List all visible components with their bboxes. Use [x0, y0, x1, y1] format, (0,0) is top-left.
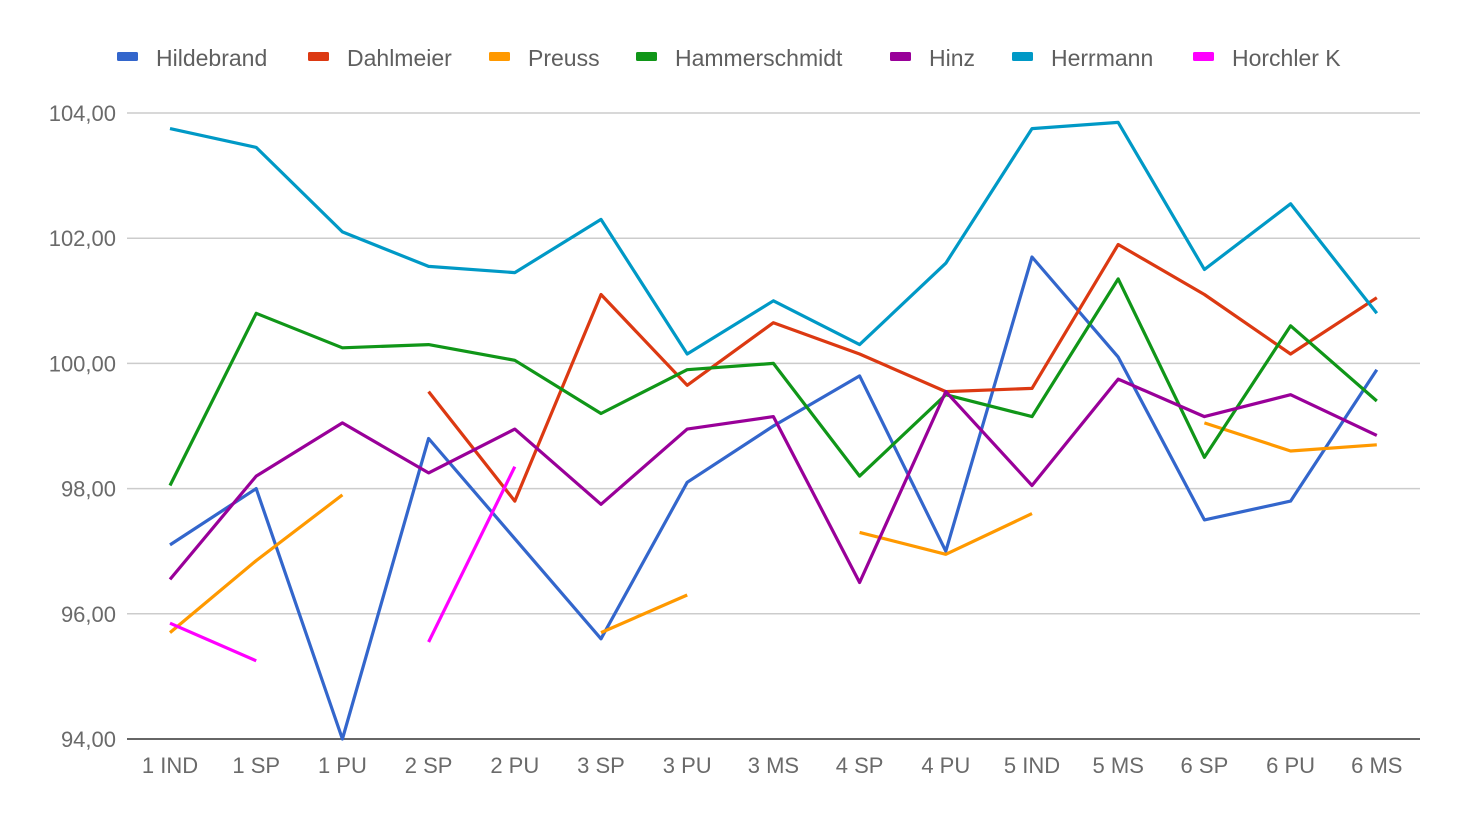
legend-swatch: [1012, 52, 1033, 61]
legend-swatch: [636, 52, 657, 61]
legend-swatch: [117, 52, 138, 61]
y-tick-label: 96,00: [61, 602, 116, 627]
y-tick-label: 104,00: [49, 101, 116, 126]
y-tick-label: 98,00: [61, 477, 116, 502]
x-tick-label: 1 SP: [232, 753, 280, 778]
series-line-horchler-k: [427, 465, 517, 643]
x-tick-label: 1 PU: [318, 753, 367, 778]
x-tick-label: 3 MS: [748, 753, 799, 778]
x-tick-label: 5 MS: [1093, 753, 1144, 778]
x-tick-label: 5 IND: [1004, 753, 1060, 778]
x-tick-label: 6 MS: [1351, 753, 1402, 778]
series-preuss: [168, 421, 1377, 635]
series-line-dahlmeier: [427, 242, 1378, 503]
legend-label: Horchler K: [1232, 45, 1341, 71]
series-horchler-k: [169, 465, 517, 663]
y-tick-label: 102,00: [49, 226, 116, 251]
legend-item-hildebrand[interactable]: Hildebrand: [117, 45, 267, 71]
series-herrmann: [169, 120, 1379, 356]
x-tick-label: 4 PU: [921, 753, 970, 778]
legend-label: Preuss: [528, 45, 600, 71]
x-tick-label: 3 PU: [663, 753, 712, 778]
series-lines: [168, 120, 1379, 741]
x-tick-label: 6 SP: [1181, 753, 1229, 778]
series-line-herrmann: [169, 120, 1379, 356]
series-hammerschmidt: [168, 277, 1378, 487]
x-tick-label: 3 SP: [577, 753, 625, 778]
series-line-horchler-k: [169, 621, 257, 663]
series-line-preuss: [168, 493, 344, 634]
legend-item-dahlmeier[interactable]: Dahlmeier: [308, 45, 452, 71]
series-dahlmeier: [427, 242, 1378, 503]
series-line-hildebrand: [169, 255, 1379, 741]
legend-swatch: [890, 52, 911, 61]
series-line-hinz: [168, 377, 1378, 585]
series-line-hammerschmidt: [168, 277, 1378, 487]
x-tick-label: 2 SP: [405, 753, 453, 778]
legend-label: Hammerschmidt: [675, 45, 843, 71]
gridlines: [127, 112, 1420, 740]
legend-label: Dahlmeier: [347, 45, 452, 71]
series-line-preuss: [1203, 421, 1377, 453]
legend-item-preuss[interactable]: Preuss: [489, 45, 600, 71]
x-axis-tick-labels: 1 IND 1 SP 1 PU 2 SP 2 PU 3 SP 3 PU 3 MS 4 SP 4 P…: [142, 753, 1403, 778]
x-tick-label: 2 PU: [490, 753, 539, 778]
x-tick-label: 6 PU: [1266, 753, 1315, 778]
legend-item-herrmann[interactable]: Herrmann: [1012, 45, 1153, 71]
x-tick-label: 4 SP: [836, 753, 884, 778]
y-axis-tick-labels: 94,00 96,00 98,00 100,00 102,00 104,00: [49, 101, 116, 752]
y-tick-label: 94,00: [61, 727, 116, 752]
legend-swatch: [1193, 52, 1214, 61]
series-hinz: [168, 377, 1378, 585]
legend-label: Herrmann: [1051, 45, 1153, 71]
legend-item-hinz[interactable]: Hinz: [890, 45, 975, 71]
series-line-preuss: [600, 593, 688, 635]
series-line-preuss: [859, 512, 1033, 556]
legend-swatch: [308, 52, 329, 61]
legend-label: Hildebrand: [156, 45, 267, 71]
chart-legend: Hildebrand Dahlmeier Preuss Hammerschmidt Hi…: [117, 45, 1341, 71]
legend-swatch: [489, 52, 510, 61]
y-tick-label: 100,00: [49, 351, 116, 376]
legend-label: Hinz: [929, 45, 975, 71]
legend-item-horchler-k[interactable]: Horchler K: [1193, 45, 1341, 71]
x-tick-label: 1 IND: [142, 753, 198, 778]
legend-item-hammerschmidt[interactable]: Hammerschmidt: [636, 45, 843, 71]
series-hildebrand: [169, 255, 1379, 741]
